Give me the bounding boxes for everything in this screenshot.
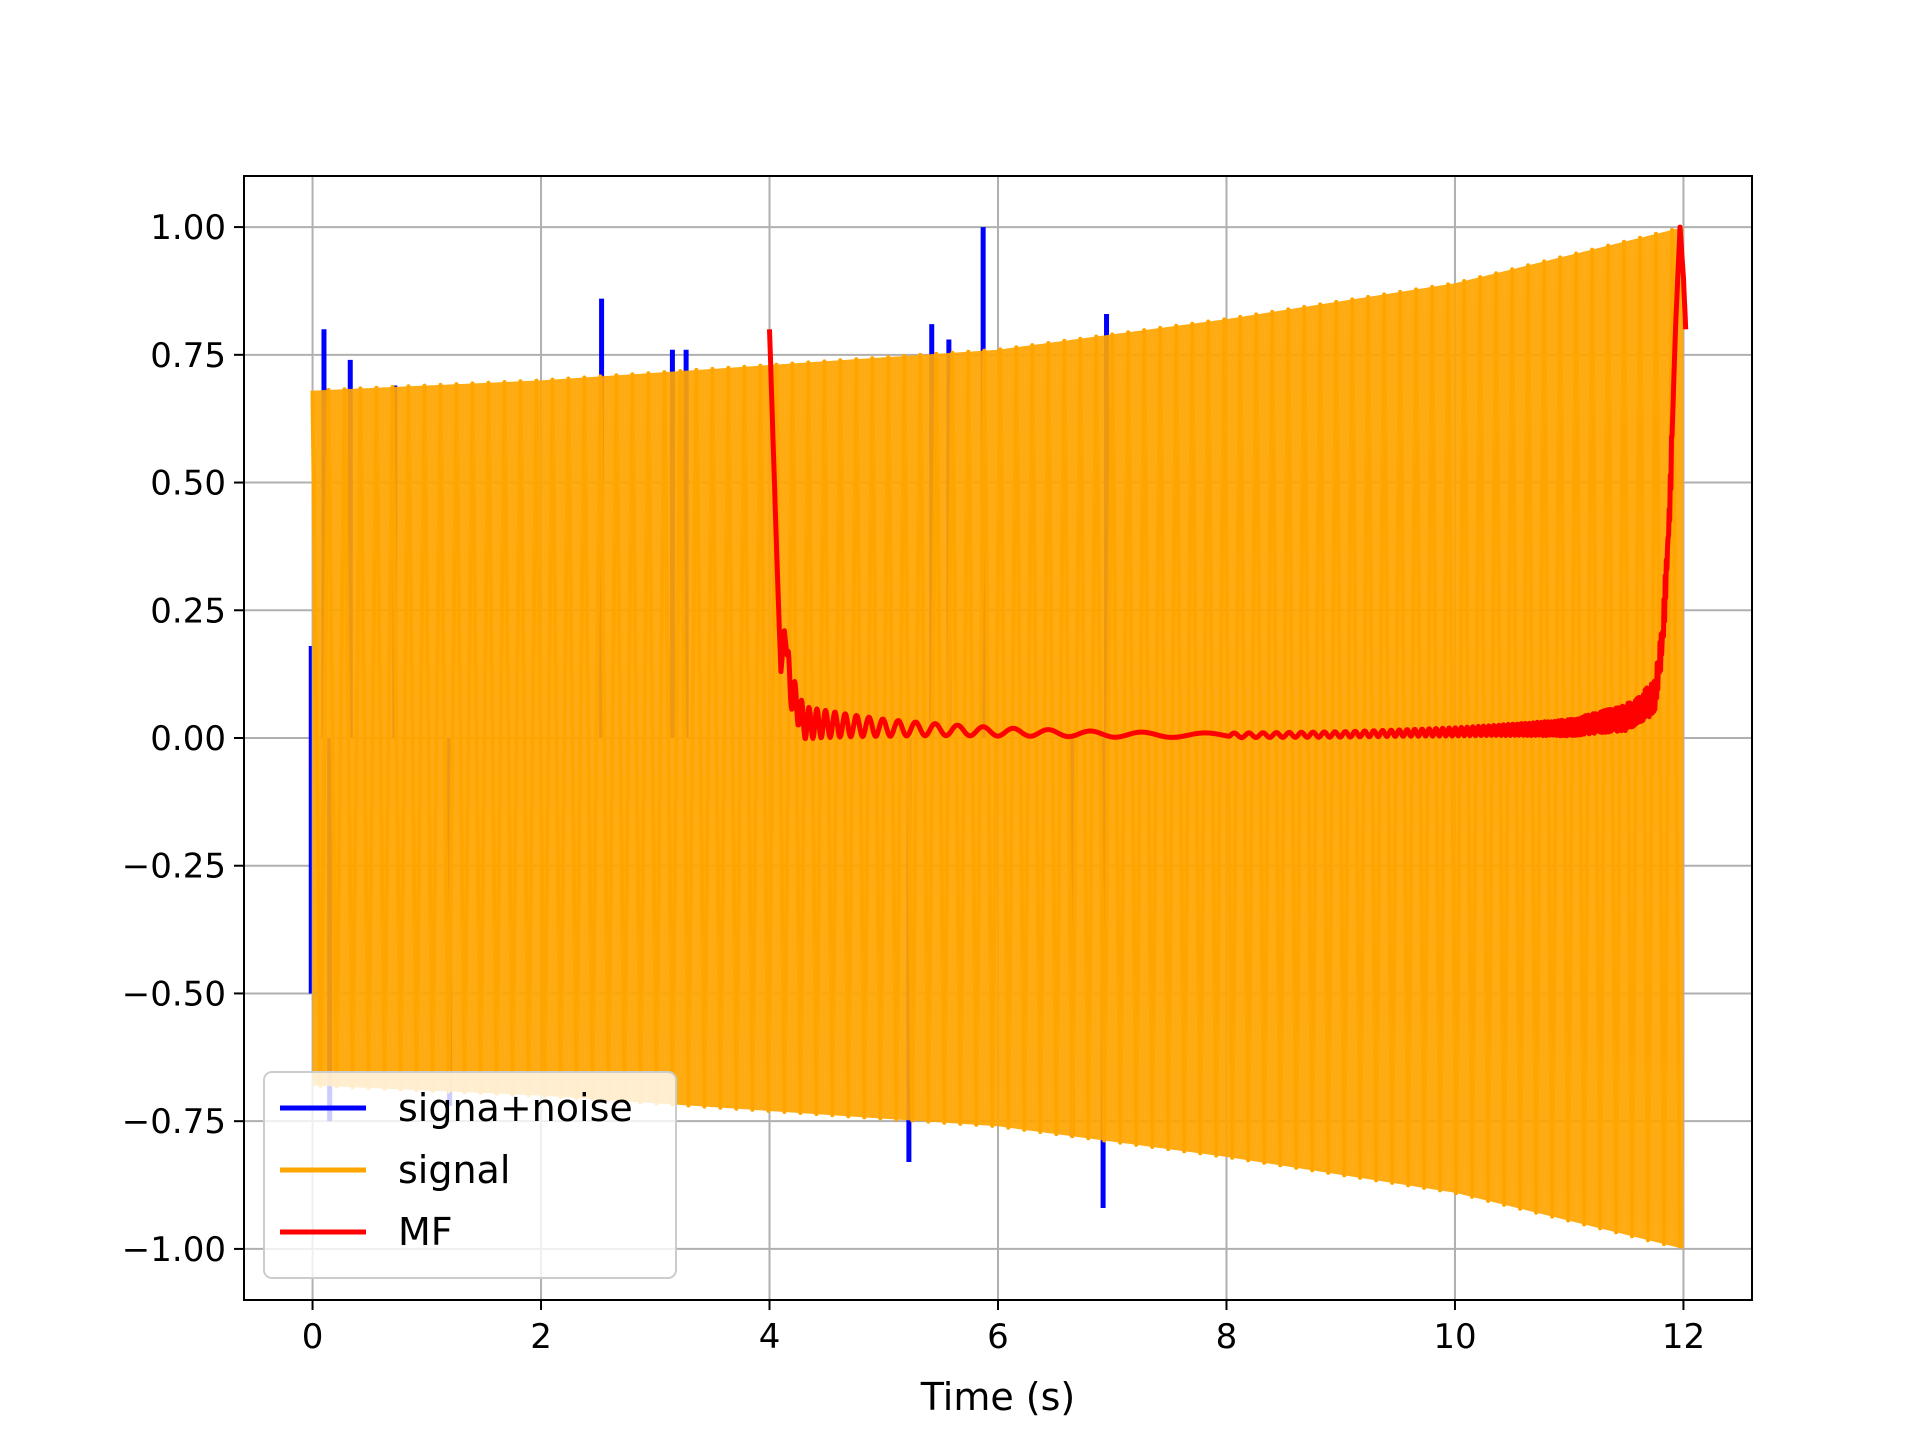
x-axis-label: Time (s) xyxy=(920,1375,1076,1419)
x-tick-label: 10 xyxy=(1433,1317,1476,1357)
y-tick-label: 0.25 xyxy=(150,591,226,631)
y-tick-label: 0.50 xyxy=(150,464,226,504)
x-tick-label: 12 xyxy=(1662,1317,1705,1357)
x-tick-label: 0 xyxy=(302,1317,324,1357)
legend: signa+noise signal MF xyxy=(263,1071,677,1279)
x-tick-label: 8 xyxy=(1216,1317,1238,1357)
y-tick-label: 0.75 xyxy=(150,336,226,376)
y-tick-label: −0.50 xyxy=(122,974,226,1014)
x-tick-label: 6 xyxy=(987,1317,1009,1357)
x-tick-label: 2 xyxy=(530,1317,552,1357)
y-tick-label: 0.00 xyxy=(150,719,226,759)
legend-label: signal xyxy=(398,1148,510,1192)
ticks: 0 2 4 6 8 10 12 1.00 0.75 0.50 0.25 0.00 −0.25 −0.50 −… xyxy=(122,208,1705,1357)
y-tick-label: −0.75 xyxy=(122,1102,226,1142)
x-tick-label: 4 xyxy=(759,1317,781,1357)
mf-line xyxy=(767,224,1689,741)
legend-box xyxy=(263,1071,677,1279)
y-tick-label: −0.25 xyxy=(122,847,226,887)
y-tick-label: −1.00 xyxy=(122,1230,226,1270)
y-tick-label: 1.00 xyxy=(150,208,226,248)
plot-area xyxy=(308,224,1689,1249)
legend-label: signa+noise xyxy=(398,1086,633,1130)
legend-label: MF xyxy=(398,1210,453,1254)
